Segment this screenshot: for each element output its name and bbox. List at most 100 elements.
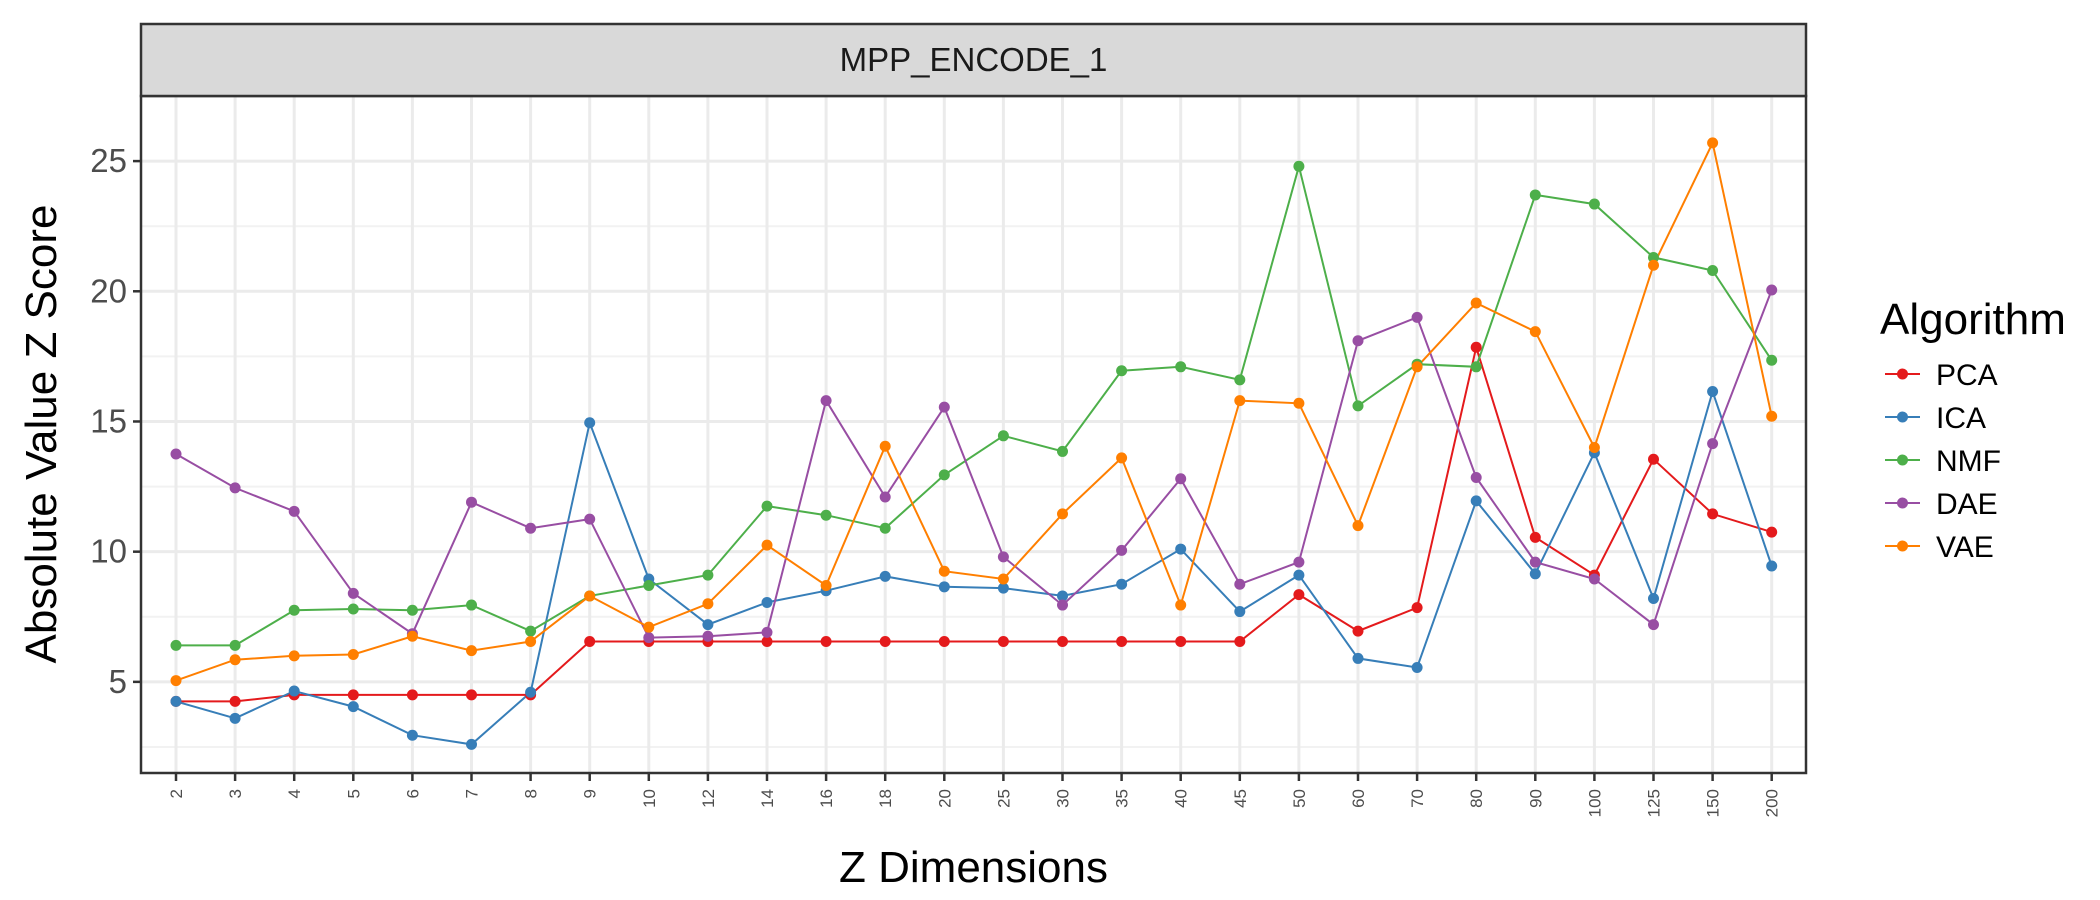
point-vae (761, 539, 773, 551)
point-dae (1648, 619, 1659, 631)
point-ica (229, 712, 241, 724)
point-ica (1057, 590, 1068, 602)
x-tick-label: 25 (994, 789, 1013, 808)
point-pca (1116, 636, 1128, 648)
point-dae (1470, 471, 1482, 483)
point-pca (938, 636, 950, 648)
point-dae (466, 496, 477, 508)
point-dae (347, 587, 359, 599)
point-ica (466, 738, 477, 750)
point-ica (347, 701, 359, 713)
point-pca (1411, 602, 1423, 614)
x-tick-label: 70 (1408, 789, 1427, 808)
x-tick-label: 20 (935, 789, 954, 808)
point-pca (1175, 636, 1187, 648)
point-dae (938, 401, 950, 413)
y-tick-label: 25 (90, 142, 127, 179)
point-pca (761, 636, 773, 648)
point-dae (525, 522, 537, 534)
series-line-ica (175, 388, 1773, 746)
point-nmf (879, 522, 891, 534)
x-tick-label: 125 (1645, 789, 1664, 817)
legend-label: ICA (1936, 402, 1986, 435)
point-pca (1766, 526, 1778, 538)
x-tick-label: 60 (1349, 789, 1368, 808)
point-vae (702, 598, 714, 610)
point-vae (938, 565, 950, 577)
point-dae (1234, 578, 1246, 590)
legend-key-point (1897, 540, 1908, 552)
point-ica (997, 582, 1009, 594)
point-ica (525, 686, 537, 698)
legend-key-point (1897, 368, 1908, 380)
series-line-pca (176, 343, 1772, 703)
point-nmf (1648, 251, 1659, 263)
point-vae (643, 621, 655, 633)
point-ica (1648, 593, 1659, 605)
legend-item-dae: DAE (1885, 488, 1998, 521)
point-nmf (229, 639, 241, 651)
panel-background (141, 96, 1806, 773)
point-nmf (1293, 160, 1305, 172)
x-tick-label: 7 (463, 789, 482, 798)
point-dae (584, 513, 596, 525)
point-dae (1057, 599, 1068, 611)
point-dae (288, 505, 300, 517)
series-lines (175, 139, 1773, 746)
point-ica (1116, 578, 1128, 590)
legend-label: PCA (1936, 359, 1998, 392)
point-vae (1352, 520, 1364, 532)
point-nmf (1352, 400, 1364, 412)
point-nmf (525, 625, 537, 637)
legend-title: Algorithm (1880, 295, 2066, 344)
y-tick-label: 10 (90, 533, 127, 570)
legend-item-ica: ICA (1885, 402, 1986, 435)
point-vae (997, 573, 1009, 585)
point-nmf (170, 639, 182, 651)
point-pca (1648, 453, 1659, 465)
x-tick-label: 100 (1585, 789, 1604, 817)
point-ica (1352, 652, 1364, 664)
point-dae (1588, 573, 1600, 585)
point-nmf (997, 430, 1009, 442)
point-ica (584, 417, 596, 429)
point-ica (1470, 495, 1482, 507)
y-tick-label: 5 (109, 663, 127, 700)
point-dae (879, 491, 891, 503)
point-dae (229, 482, 241, 494)
legend-key-point (1897, 497, 1908, 509)
x-tick-label: 4 (285, 789, 304, 798)
point-pca (406, 689, 418, 701)
point-vae (1057, 508, 1068, 520)
point-nmf (466, 599, 477, 611)
legend-label: DAE (1936, 488, 1998, 521)
point-nmf (1707, 264, 1719, 276)
point-nmf (1234, 374, 1246, 386)
x-tick-label: 9 (581, 789, 600, 798)
point-nmf (938, 469, 950, 481)
point-nmf (1766, 354, 1778, 366)
point-dae (1175, 473, 1187, 485)
x-tick-label: 40 (1172, 789, 1191, 808)
x-tick-label: 90 (1526, 789, 1545, 808)
point-vae (1648, 259, 1659, 271)
x-tick-label: 50 (1290, 789, 1309, 808)
point-dae (1116, 544, 1128, 556)
point-dae (1352, 335, 1364, 347)
x-tick-label: 3 (226, 789, 245, 798)
point-nmf (288, 604, 300, 616)
point-pca (997, 636, 1009, 648)
point-pca (879, 636, 891, 648)
point-vae (1529, 326, 1541, 338)
point-dae (997, 551, 1009, 563)
legend-label: NMF (1936, 445, 2001, 478)
point-nmf (702, 569, 714, 581)
x-tick-label: 150 (1704, 789, 1723, 817)
point-vae (406, 630, 418, 642)
point-nmf (1057, 445, 1068, 457)
point-ica (1175, 543, 1187, 555)
x-tick-label: 18 (876, 789, 895, 808)
series-line-nmf (176, 162, 1773, 647)
point-ica (1766, 560, 1778, 572)
point-vae (466, 645, 477, 657)
